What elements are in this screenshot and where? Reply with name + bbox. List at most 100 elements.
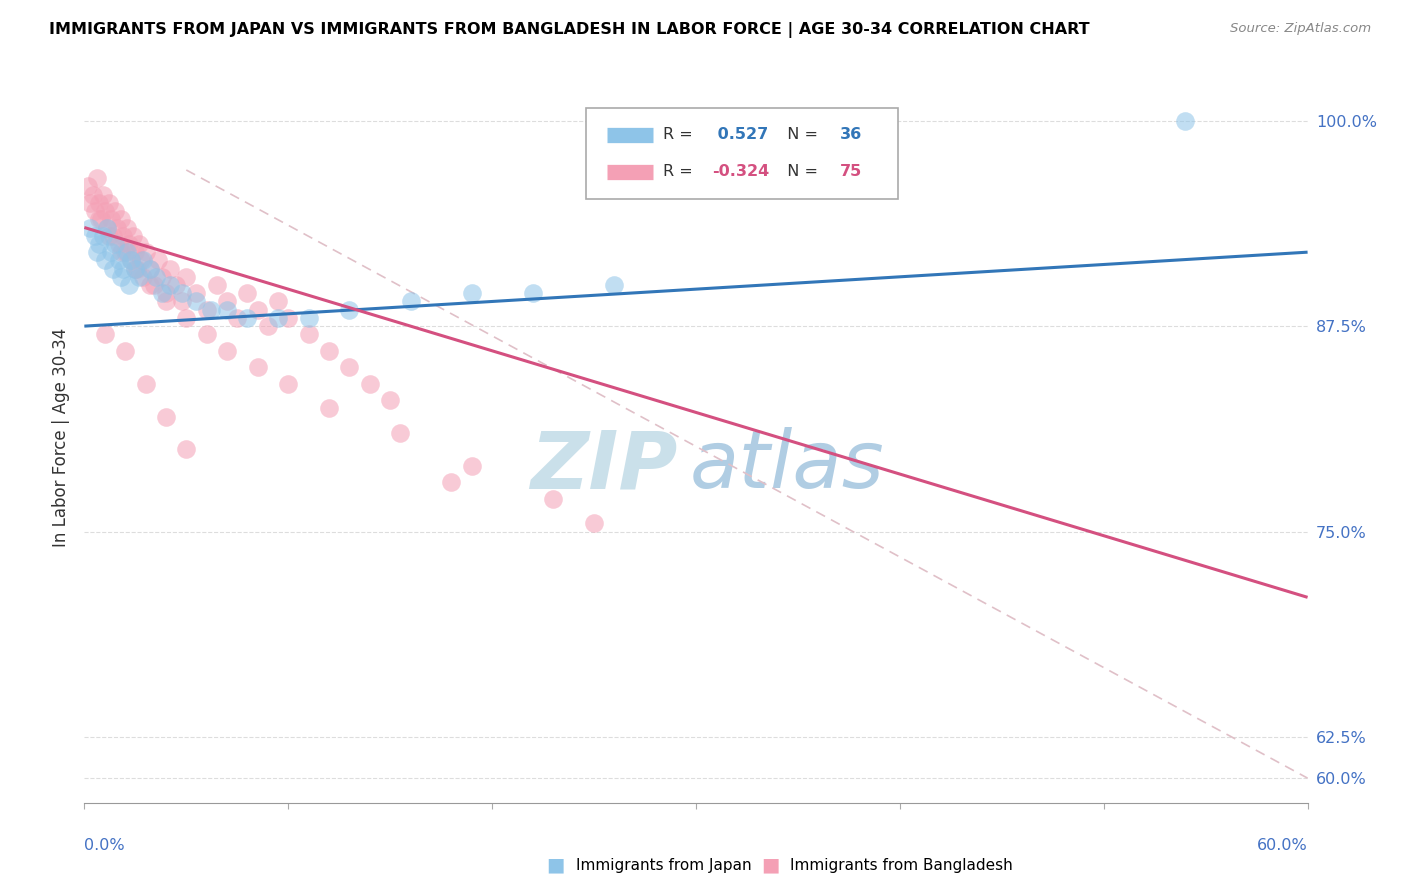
Point [87, 212, 110, 227]
Point [155, 294, 177, 309]
Text: 75: 75 [841, 164, 862, 179]
Point [1174, 113, 1197, 128]
Point [217, 302, 239, 317]
Point [155, 286, 177, 301]
Point [83, 228, 105, 243]
Point [318, 401, 340, 416]
Text: ZIP: ZIP [530, 427, 678, 506]
Point [195, 302, 218, 317]
Point [79, 220, 101, 235]
Point [603, 278, 626, 293]
Point [583, 516, 606, 531]
Point [110, 212, 132, 227]
Point [91, 228, 114, 243]
Point [114, 343, 136, 358]
Point [298, 327, 321, 342]
Point [87, 195, 110, 210]
Point [174, 269, 197, 284]
Point [461, 286, 484, 301]
Point [77, 179, 100, 194]
Point [277, 376, 299, 391]
Point [124, 261, 146, 276]
Point [380, 393, 402, 408]
Point [112, 228, 135, 243]
Point [543, 491, 565, 506]
Point [145, 269, 167, 284]
Point [96, 220, 118, 235]
Point [118, 278, 141, 293]
Point [150, 269, 173, 284]
Point [359, 376, 381, 391]
Text: ■: ■ [546, 855, 565, 875]
Point [205, 278, 228, 293]
Point [132, 269, 155, 284]
Point [399, 294, 422, 309]
Point [159, 278, 181, 293]
Point [138, 278, 160, 293]
FancyBboxPatch shape [586, 108, 898, 200]
Point [90, 212, 112, 227]
Point [110, 245, 132, 260]
Text: 0.527: 0.527 [711, 128, 768, 143]
Text: 60.0%: 60.0% [1257, 838, 1308, 853]
Point [236, 286, 259, 301]
Point [82, 187, 104, 202]
Point [461, 458, 484, 473]
Point [159, 261, 181, 276]
Text: Source: ZipAtlas.com: Source: ZipAtlas.com [1230, 22, 1371, 36]
Point [105, 220, 128, 235]
Text: R =: R = [664, 164, 697, 179]
Point [97, 228, 120, 243]
Point [146, 253, 169, 268]
Point [104, 236, 127, 251]
Point [236, 310, 259, 325]
Point [174, 310, 197, 325]
Point [174, 442, 197, 457]
Point [135, 376, 157, 391]
Point [257, 319, 280, 334]
Point [138, 261, 160, 276]
Point [226, 310, 249, 325]
Point [124, 245, 146, 260]
Point [135, 245, 157, 260]
Point [96, 220, 118, 235]
Point [115, 245, 138, 260]
Point [339, 360, 361, 375]
Text: atlas: atlas [690, 427, 884, 506]
Point [114, 245, 136, 260]
Point [118, 236, 141, 251]
Point [200, 302, 222, 317]
Point [100, 212, 122, 227]
Text: IMMIGRANTS FROM JAPAN VS IMMIGRANTS FROM BANGLADESH IN LABOR FORCE | AGE 30-34 C: IMMIGRANTS FROM JAPAN VS IMMIGRANTS FROM… [49, 22, 1090, 38]
Text: Immigrants from Bangladesh: Immigrants from Bangladesh [790, 858, 1012, 872]
Point [86, 245, 108, 260]
Point [120, 253, 142, 268]
Point [91, 187, 114, 202]
Text: N =: N = [776, 164, 823, 179]
Text: ■: ■ [761, 855, 780, 875]
Point [122, 228, 145, 243]
Point [155, 409, 177, 424]
Point [440, 475, 463, 490]
Text: 0.0%: 0.0% [84, 838, 125, 853]
Point [93, 327, 115, 342]
Point [246, 302, 269, 317]
Point [108, 253, 131, 268]
Point [128, 236, 150, 251]
Point [110, 269, 132, 284]
Text: 36: 36 [841, 128, 862, 143]
Point [277, 310, 299, 325]
Point [120, 253, 142, 268]
Text: Immigrants from Japan: Immigrants from Japan [576, 858, 752, 872]
Point [83, 204, 105, 219]
Point [142, 278, 165, 293]
Point [112, 261, 135, 276]
Point [150, 286, 173, 301]
Point [108, 236, 131, 251]
Y-axis label: In Labor Force | Age 30-34: In Labor Force | Age 30-34 [52, 327, 70, 547]
Point [217, 294, 239, 309]
Point [138, 261, 160, 276]
Point [97, 195, 120, 210]
Point [101, 228, 124, 243]
Point [115, 220, 138, 235]
